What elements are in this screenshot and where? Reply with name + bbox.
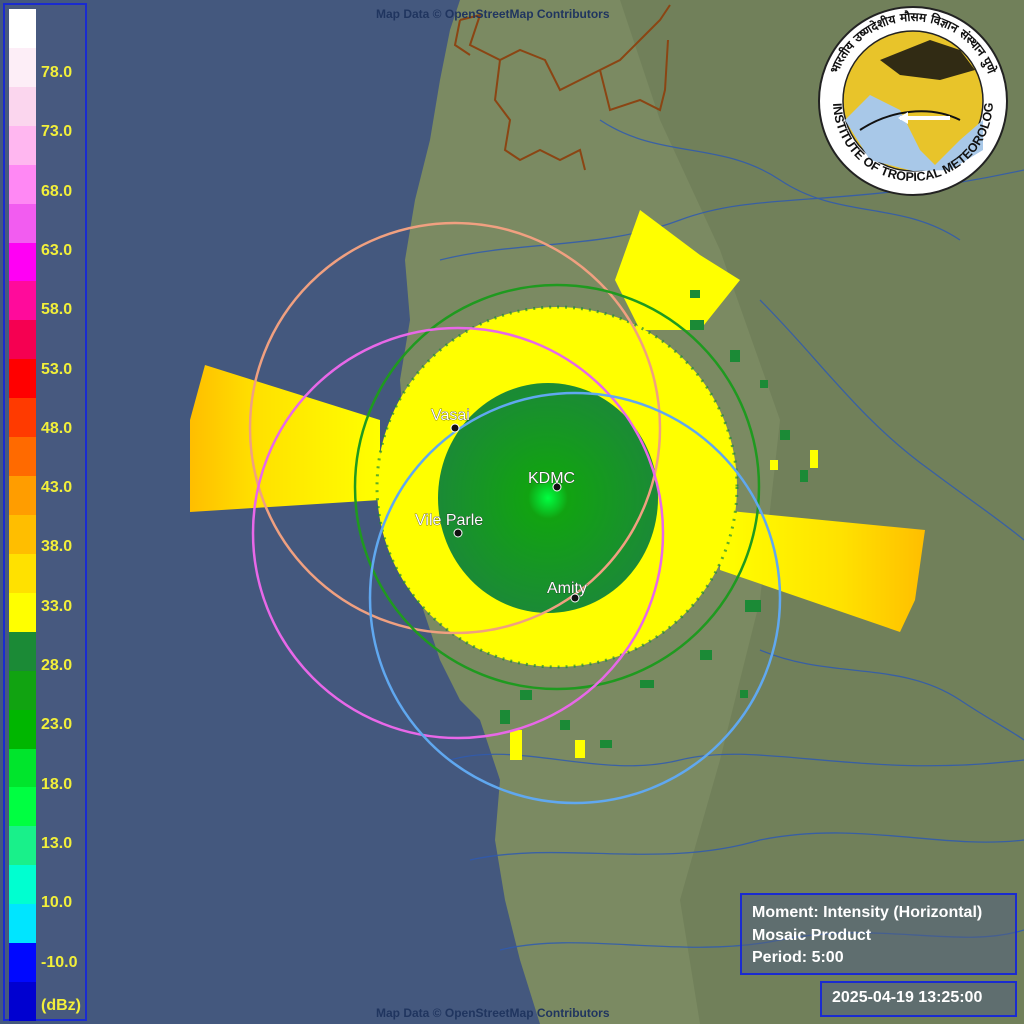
legend-swatch [9, 242, 36, 282]
legend-tick: 73.0 [41, 123, 73, 141]
legend-tick: 28.0 [41, 657, 73, 674]
legend-tick: 78.0 [41, 64, 73, 81]
legend-swatch [9, 320, 36, 360]
site-vasai[interactable]: Vasai [431, 407, 470, 433]
site-label-kdmc: KDMC [528, 470, 575, 487]
legend-tick: 10.0 [41, 894, 73, 912]
legend-swatch [9, 826, 36, 866]
legend-swatch [9, 515, 36, 555]
range-ring-amity [368, 391, 782, 805]
echo-beam-north [615, 210, 740, 330]
echo-clutter [500, 290, 808, 748]
legend-tick: 38.0 [41, 538, 73, 556]
site-marker-kdmc [552, 482, 562, 492]
legend-swatch [9, 904, 36, 944]
legend-tick: 18.0 [41, 775, 73, 793]
legend-swatch [9, 203, 36, 244]
legend-unit: (dBz) [41, 997, 81, 1014]
legend-tick: 58.0 [41, 301, 73, 319]
district-boundary [453, 4, 671, 171]
echo-beam-west [190, 365, 380, 512]
legend-swatch [9, 748, 36, 788]
legend-tick: 63.0 [41, 241, 73, 259]
range-ring-kdmc [353, 283, 761, 691]
legend-swatch [9, 125, 36, 166]
legend-tick: -10.0 [41, 953, 78, 971]
echo-disc-dots [375, 305, 739, 669]
product-label: Mosaic Product [752, 926, 872, 944]
legend-swatch [9, 86, 36, 127]
legend-tick: 48.0 [41, 419, 73, 437]
site-marker-vasai [450, 423, 460, 433]
legend-tick: 43.0 [41, 479, 73, 497]
legend-tick: 33.0 [41, 597, 73, 615]
site-kdmc[interactable]: KDMC [528, 470, 575, 492]
attribution-bottom[interactable]: Map Data © OpenStreetMap Contributors [376, 1006, 610, 1020]
legend-swatch [9, 709, 36, 750]
legend-swatch [9, 553, 36, 594]
site-amity[interactable]: Amity [547, 580, 587, 603]
legend-swatch [9, 359, 36, 399]
echo-specks-yellow [510, 450, 818, 760]
site-vileparle[interactable]: Vile Parle [415, 512, 484, 538]
legend-swatch [9, 437, 36, 477]
site-label-vileparle: Vile Parle [415, 512, 483, 529]
legend-swatch [9, 164, 36, 205]
site-marker-amity [570, 593, 580, 603]
timestamp: 2025-04-19 13:25:00 [832, 989, 983, 1006]
attribution-top[interactable]: Map Data © OpenStreetMap Contributors [376, 7, 610, 21]
legend-swatch [9, 47, 36, 88]
color-scale-legend: 78.0 73.0 68.0 63.0 58.0 53.0 48.0 43.0 38.0 33.0… [3, 3, 87, 1022]
legend-swatch [9, 631, 36, 672]
legend-swatch [9, 398, 36, 438]
site-marker-vileparle [453, 528, 463, 538]
timestamp-box: 2025-04-19 13:25:00 [820, 981, 1017, 1017]
color-scale-swatches [9, 9, 36, 1022]
legend-swatch [9, 592, 36, 633]
legend-swatch [9, 9, 36, 49]
echo-core [438, 383, 658, 613]
product-info-box: Moment: Intensity (Horizontal) Mosaic Pr… [740, 893, 1017, 975]
range-ring-vasai [248, 221, 662, 635]
legend-swatch [9, 982, 36, 1022]
legend-swatch [9, 670, 36, 711]
legend-tick: 23.0 [41, 716, 73, 734]
land-shade [620, 0, 1024, 1024]
legend-swatch [9, 943, 36, 983]
legend-tick: 13.0 [41, 834, 73, 852]
period-label: Period: 5:00 [752, 949, 844, 966]
legend-tick: 68.0 [41, 182, 73, 200]
legend-swatch [9, 865, 36, 905]
legend-swatch [9, 476, 36, 516]
legend-swatch [9, 787, 36, 827]
site-label-vasai: Vasai [431, 407, 470, 424]
site-label-amity: Amity [547, 580, 587, 597]
range-ring-vileparle [251, 326, 665, 740]
legend-tick: 53.0 [41, 360, 73, 378]
legend-swatch [9, 281, 36, 321]
moment-label: Moment: Intensity (Horizontal) [752, 904, 983, 921]
